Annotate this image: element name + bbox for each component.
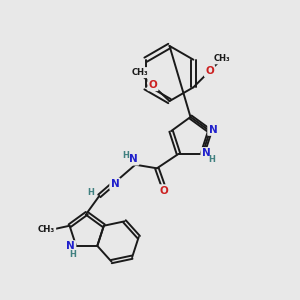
Text: N: N [129,154,138,164]
Text: N: N [202,148,211,158]
Text: CH₃: CH₃ [38,225,55,234]
Text: O: O [148,80,158,90]
Text: H: H [87,188,94,197]
Text: N: N [110,179,119,189]
Text: H: H [208,155,215,164]
Text: H: H [69,250,76,259]
Text: N: N [66,242,75,251]
Text: N: N [208,124,217,135]
Text: CH₃: CH₃ [132,68,149,77]
Text: O: O [159,185,168,196]
Text: O: O [205,66,214,76]
Text: CH₃: CH₃ [214,54,230,63]
Text: H: H [122,151,129,160]
